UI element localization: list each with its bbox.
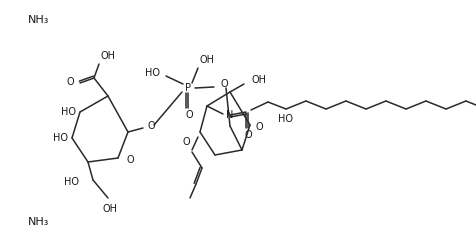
Text: P: P: [185, 83, 190, 93]
Text: O: O: [127, 155, 134, 165]
Text: O: O: [182, 137, 189, 147]
Text: N: N: [226, 110, 233, 120]
Text: O: O: [66, 77, 74, 87]
Text: HO: HO: [53, 133, 68, 143]
Text: HO: HO: [145, 68, 159, 78]
Text: NH₃: NH₃: [28, 15, 50, 25]
Text: HO: HO: [61, 107, 76, 117]
Text: O: O: [220, 79, 228, 89]
Text: OH: OH: [101, 51, 116, 61]
Text: HO: HO: [278, 114, 292, 124]
Text: O: O: [148, 121, 155, 131]
Text: OH: OH: [199, 55, 215, 65]
Text: O: O: [185, 110, 192, 120]
Text: OH: OH: [251, 75, 267, 85]
Text: OH: OH: [102, 204, 117, 214]
Text: NH₃: NH₃: [28, 217, 50, 227]
Text: O: O: [256, 122, 263, 132]
Text: O: O: [244, 130, 251, 140]
Text: HO: HO: [64, 177, 79, 187]
